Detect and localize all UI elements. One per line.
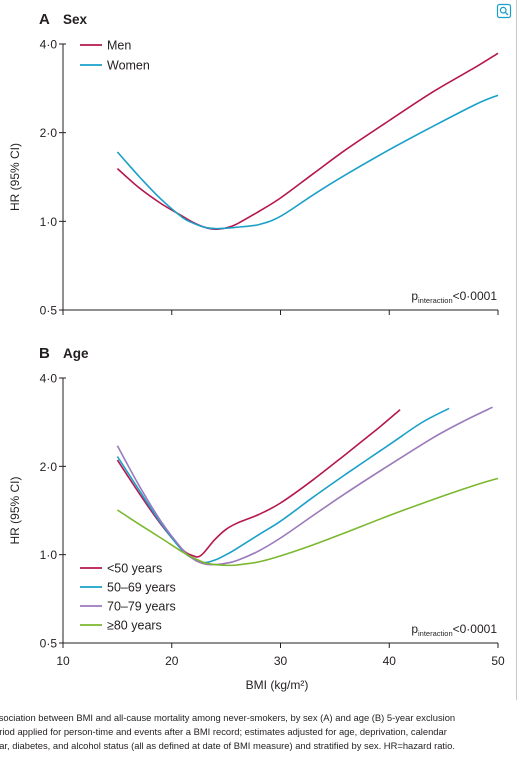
y-tick-label: 0·5 xyxy=(40,304,58,318)
panel-title: Age xyxy=(63,346,89,361)
x-tick-label: 20 xyxy=(165,654,179,668)
figure-caption: ssociation between BMI and all-cause mor… xyxy=(0,711,524,754)
y-tick-label: 1·0 xyxy=(40,215,58,229)
series-line xyxy=(116,477,499,567)
series-line xyxy=(116,52,499,231)
x-tick-label: 40 xyxy=(383,654,397,668)
x-tick-label: 10 xyxy=(56,654,70,668)
legend-label: <50 years xyxy=(107,562,162,576)
p-interaction-annotation: pinteraction<0·0001 xyxy=(411,289,497,305)
series-line xyxy=(116,406,493,566)
panel-letter: B xyxy=(39,345,50,362)
legend-label: 70–79 years xyxy=(107,600,176,614)
legend-label: Women xyxy=(107,59,150,73)
y-axis-label: HR (95% CI) xyxy=(8,476,22,544)
x-axis-label: BMI (kg/m²) xyxy=(246,678,309,692)
legend-label: Men xyxy=(107,39,131,53)
y-tick-label: 0·5 xyxy=(40,637,58,651)
x-tick-label: 50 xyxy=(491,654,505,668)
caption-line: ssociation between BMI and all-cause mor… xyxy=(0,712,456,723)
caption-line: ear, diabetes, and alcohol status (all a… xyxy=(0,740,455,752)
panel-title: Sex xyxy=(63,12,88,27)
x-tick-label: 30 xyxy=(274,654,288,668)
legend-label: ≥80 years xyxy=(107,619,162,633)
series-line xyxy=(116,407,450,564)
y-tick-label: 4·0 xyxy=(40,38,58,52)
panel-border xyxy=(516,0,517,700)
legend-label: 50–69 years xyxy=(107,581,176,595)
caption-line: eriod applied for person-time and events… xyxy=(0,726,447,738)
y-tick-label: 2·0 xyxy=(40,460,58,474)
y-tick-label: 4·0 xyxy=(40,372,58,386)
p-interaction-annotation: pinteraction<0·0001 xyxy=(411,622,497,638)
zoom-icon[interactable] xyxy=(496,3,512,19)
chart-panel-a: A Sex HR (95% CI) 4·0 2·0 1·0 0·5 Men Women pinte… xyxy=(8,11,499,318)
series-line xyxy=(116,94,499,230)
y-tick-label: 1·0 xyxy=(40,548,58,562)
y-axis-label: HR (95% CI) xyxy=(8,143,22,211)
panel-letter: A xyxy=(39,11,50,28)
chart-panel-b: B Age HR (95% CI) 4·0 2·0 1·0 0·5 10 20 30 40 50 BMI… xyxy=(8,345,505,692)
y-tick-label: 2·0 xyxy=(40,126,58,140)
